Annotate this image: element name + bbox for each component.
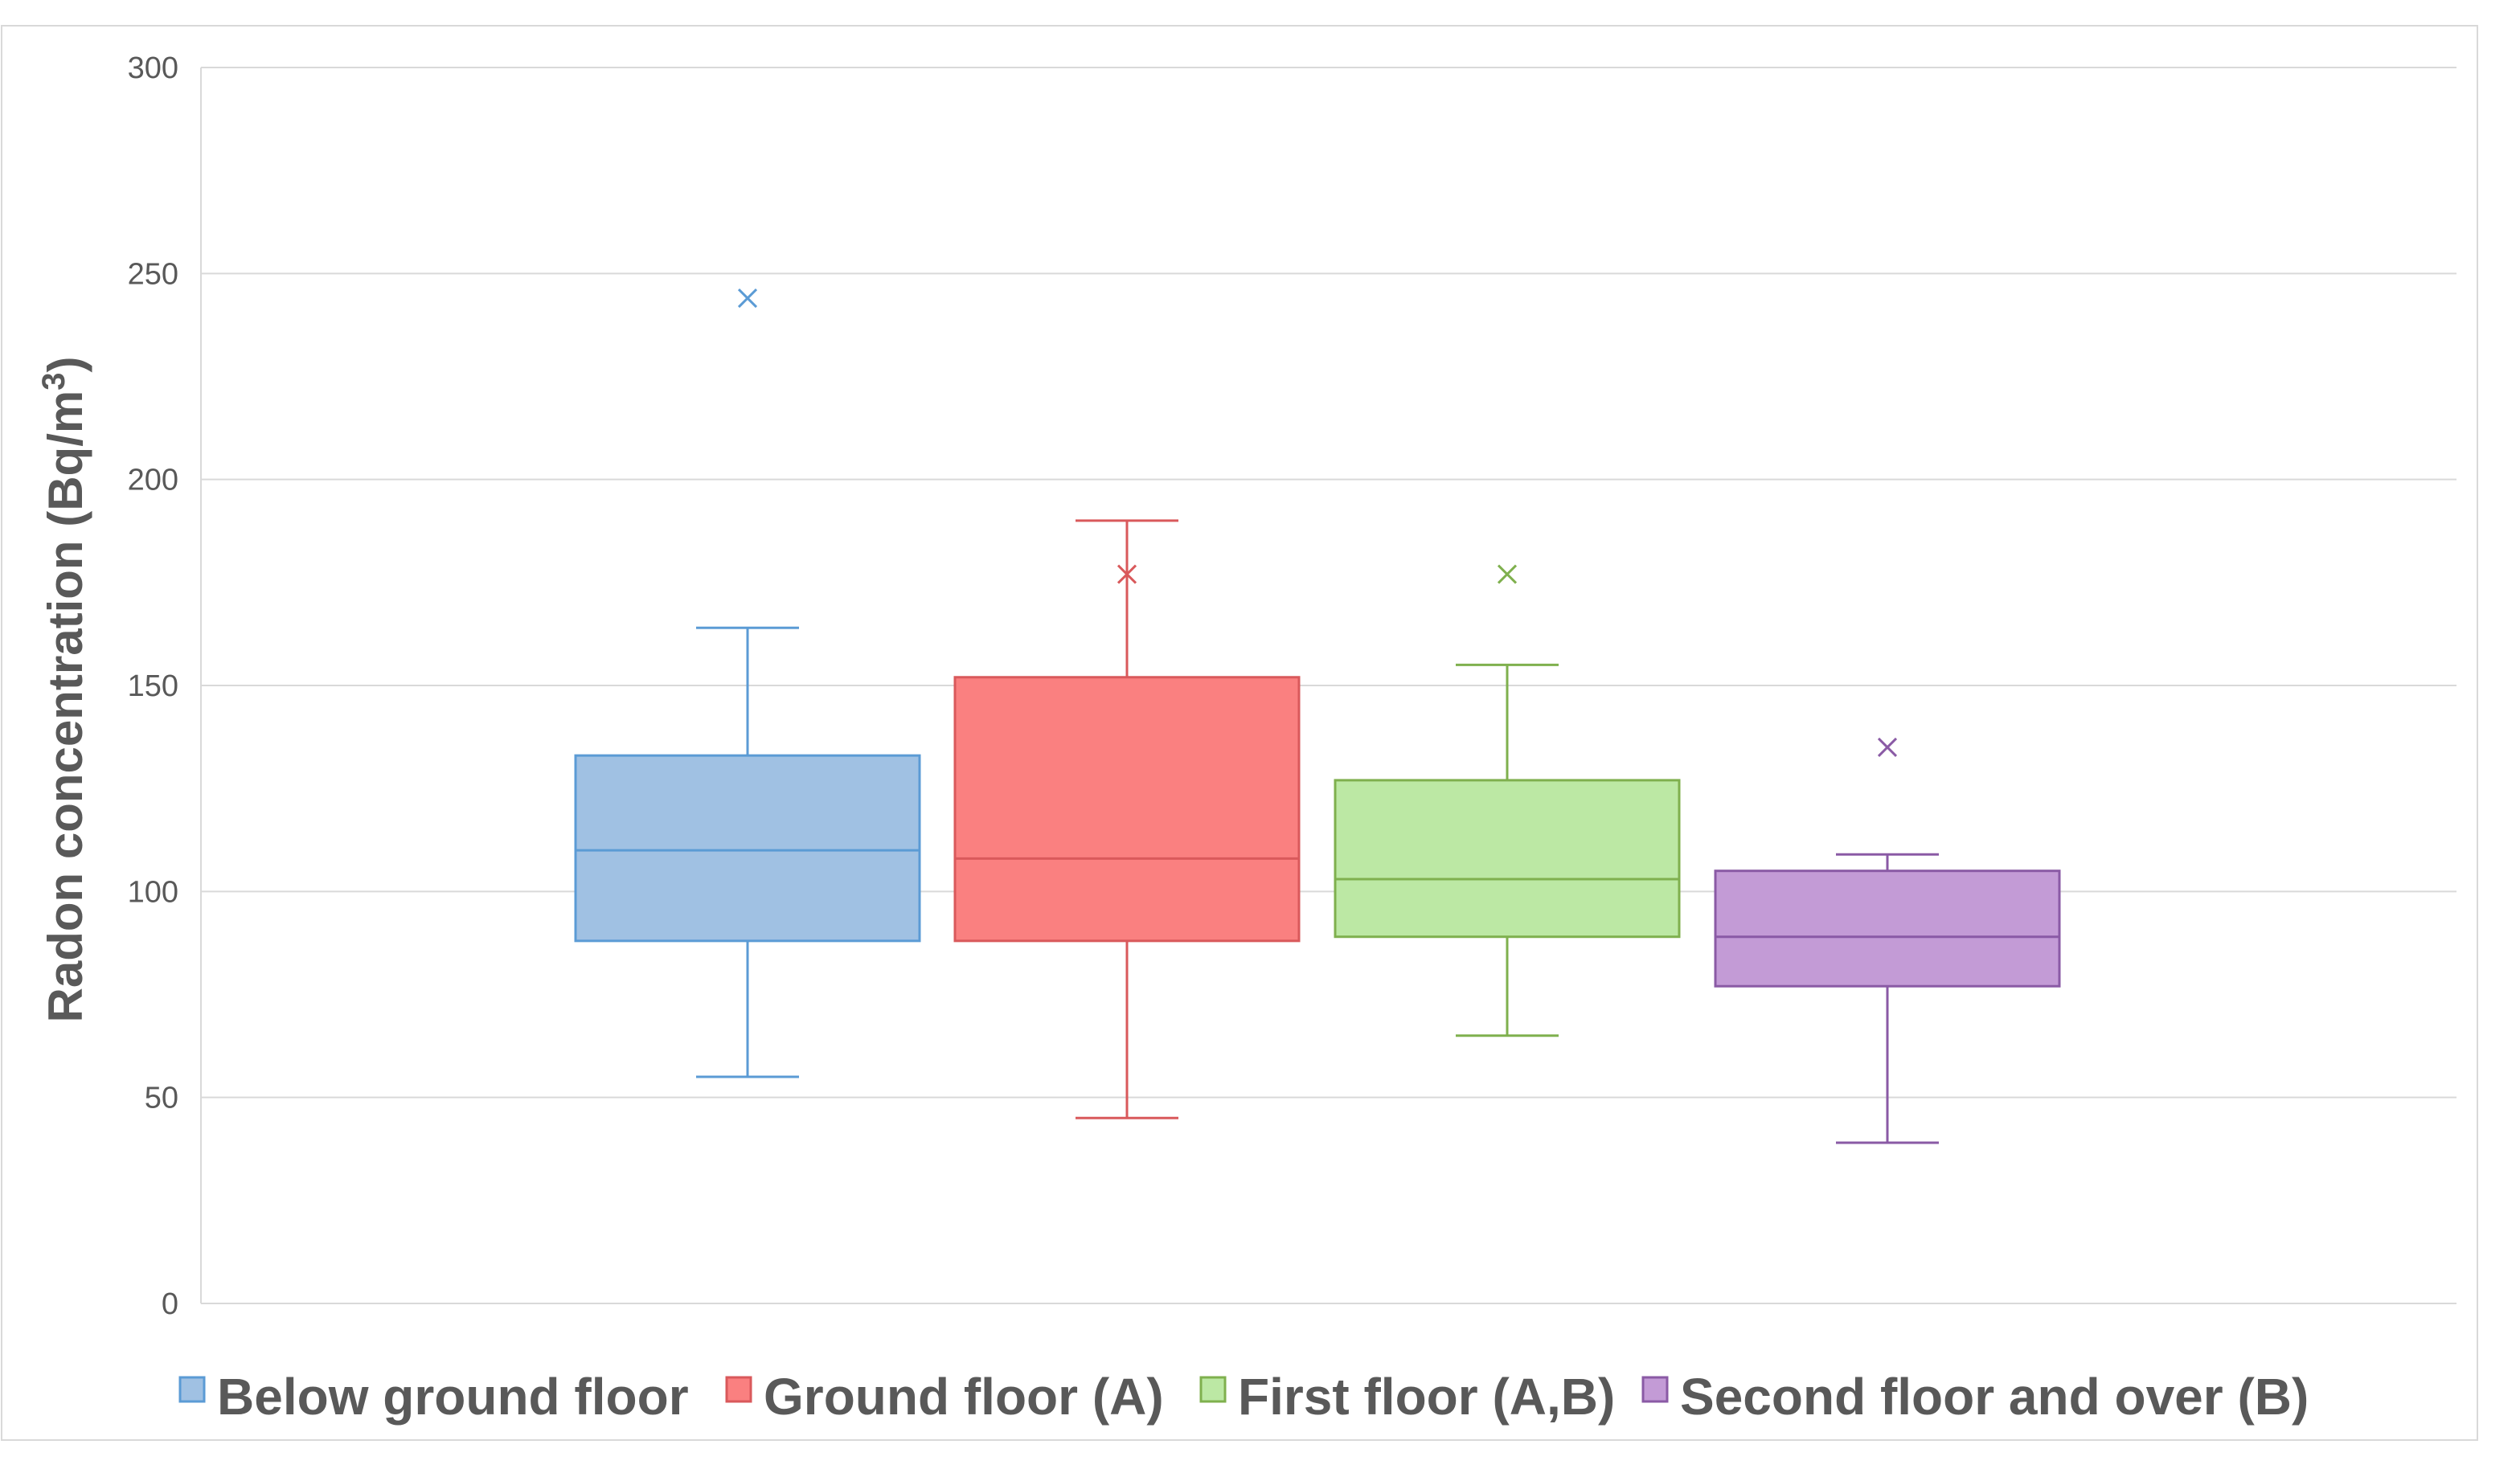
gridlines — [201, 67, 2456, 1304]
outlier-marker — [1497, 564, 1518, 584]
y-axis-ticks: 0 50 100 150 200 250 300 — [128, 51, 178, 1321]
y-axis-title-superscript: 3 — [36, 373, 72, 391]
outlier-marker — [1117, 564, 1137, 584]
outlier-stroke — [1877, 737, 1898, 757]
y-tick-label: 0 — [162, 1287, 178, 1321]
box-group — [1334, 564, 1681, 1037]
y-tick-label: 50 — [145, 1082, 178, 1115]
box-group — [1714, 737, 2061, 1144]
outlier-marker — [737, 288, 758, 309]
legend-swatch — [1199, 1376, 1227, 1403]
legend-label: First floor (A,B) — [1238, 1368, 1615, 1426]
y-tick-label: 100 — [128, 875, 178, 909]
outlier-stroke — [1117, 564, 1137, 584]
legend-item: Below ground floor — [178, 1368, 689, 1426]
legend-swatch — [725, 1376, 752, 1403]
box-group — [953, 519, 1301, 1119]
outlier-stroke — [737, 288, 758, 309]
legend-item: Ground floor (A) — [725, 1368, 1164, 1426]
box-series — [574, 288, 2061, 1144]
chart-area-border — [1, 25, 2478, 1441]
y-tick-label: 200 — [128, 464, 178, 497]
y-tick-label: 300 — [128, 51, 178, 85]
y-axis-title: Radon concentration (Bq/m3) — [36, 357, 92, 1023]
y-tick-label: 150 — [128, 669, 178, 703]
legend-label: Below ground floor — [217, 1368, 689, 1426]
legend-swatch — [1641, 1376, 1669, 1403]
iqr-box — [1714, 869, 2061, 988]
box-group — [574, 288, 921, 1078]
legend-swatch — [178, 1376, 206, 1403]
legend-label: Second floor and over (B) — [1680, 1368, 2309, 1426]
legend-label: Ground floor (A) — [764, 1368, 1164, 1426]
iqr-box — [953, 676, 1301, 943]
iqr-box — [1334, 779, 1681, 939]
outlier-marker — [1877, 737, 1898, 757]
legend-item: Second floor and over (B) — [1641, 1368, 2309, 1426]
y-tick-label: 250 — [128, 257, 178, 291]
outlier-stroke — [1497, 564, 1518, 584]
legend: Below ground floor Ground floor (A) First … — [178, 1368, 2309, 1426]
iqr-box — [574, 754, 921, 943]
legend-item: First floor (A,B) — [1199, 1368, 1615, 1426]
